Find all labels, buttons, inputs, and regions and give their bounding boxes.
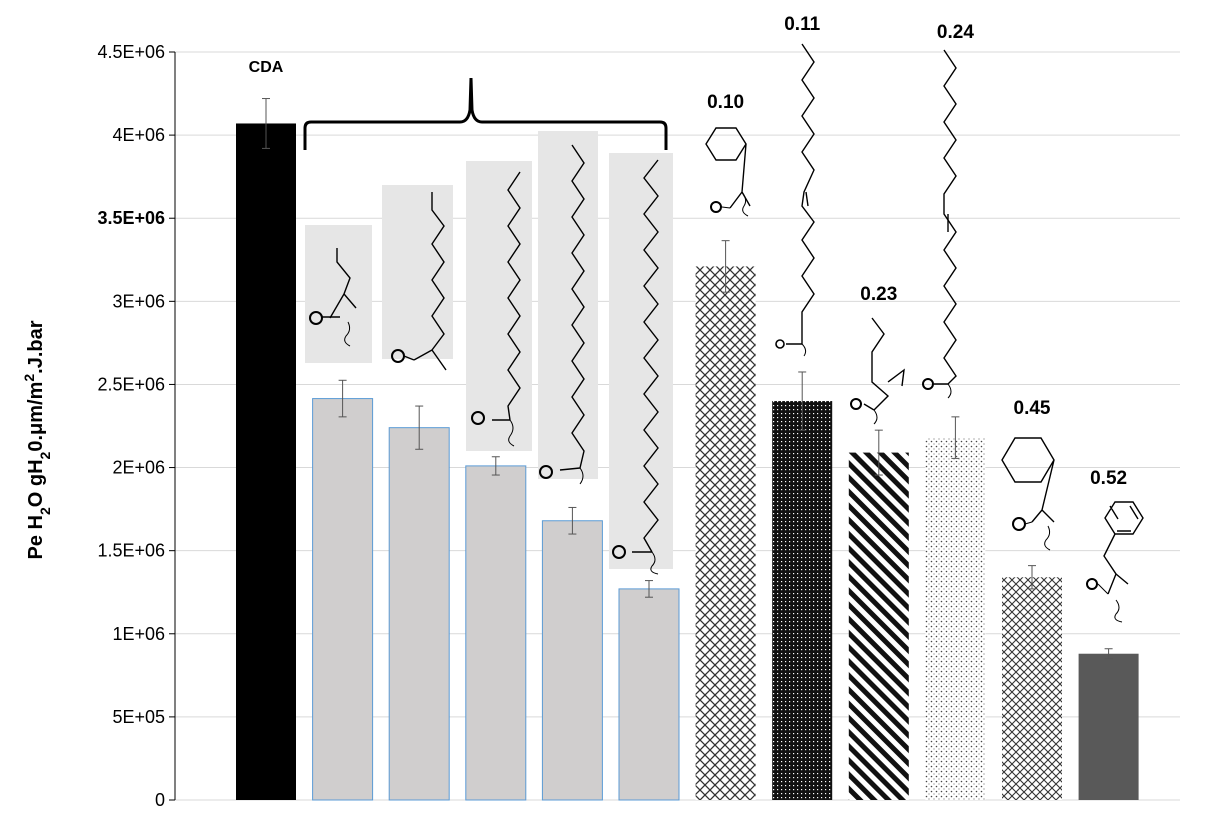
- bar-label: CDA: [249, 59, 284, 76]
- bar: [312, 398, 374, 801]
- chemical-structures: [305, 43, 1144, 623]
- y-axis: 0 5E+05 1E+06 1.5E+06 2E+06 2.5E+06 3E+06 3.5E+…: [97, 42, 176, 810]
- stearate-structure: [632, 159, 659, 553]
- ethylhexanoyl-structure: [863, 317, 905, 411]
- y-tick-label: 4E+06: [112, 125, 165, 145]
- bar-label: 0.11: [784, 14, 820, 35]
- oxygen-symbol: [539, 465, 553, 479]
- bar: [1002, 577, 1062, 800]
- bar: [236, 123, 296, 800]
- y-tick-label: 1E+06: [112, 624, 165, 644]
- bar: [541, 520, 603, 801]
- bar-label: 0.52: [1090, 468, 1127, 489]
- bar: [388, 427, 450, 801]
- structure-box: [538, 131, 598, 479]
- y-tick-label: 2E+06: [112, 458, 165, 478]
- butyryl-structure: [329, 248, 357, 319]
- bar: [695, 266, 756, 801]
- y-tick-label: 2.5E+06: [97, 374, 165, 394]
- y-tick-label: 5E+05: [112, 707, 165, 727]
- oxygen-symbol: [775, 339, 785, 349]
- palmitate-structure: [559, 144, 585, 471]
- oxygen-symbol: [309, 311, 323, 325]
- y-tick-label: 1.5E+06: [97, 541, 165, 561]
- oleate-structure: [786, 43, 815, 345]
- bar-label: 0.24: [937, 22, 974, 43]
- laurate-structure: [492, 171, 521, 421]
- oxygen-symbol: [850, 398, 862, 410]
- octanoyl-structure: [413, 192, 447, 371]
- cyclohexylacetyl-structure-2: [1001, 437, 1055, 523]
- bar-label: 0.23: [860, 284, 897, 305]
- bar: [848, 452, 909, 800]
- y-tick-label: 3.5E+06: [97, 208, 165, 228]
- oxygen-symbol: [1086, 578, 1098, 590]
- bars: [236, 98, 1139, 801]
- oxygen-symbol: [471, 411, 485, 425]
- bar-labels: CDA 0.10 0.11 0.23 0.24 0.45 0.52: [249, 14, 1127, 489]
- cyclohexylacetyl-structure: [705, 127, 751, 209]
- bar: [925, 437, 986, 800]
- y-axis-title: Pe H2O gH20.μm/m2.J.bar: [21, 320, 53, 559]
- bar: [618, 588, 680, 801]
- structure-box: [305, 225, 372, 363]
- y-tick-label: 3E+06: [112, 291, 165, 311]
- bar: [465, 465, 527, 801]
- y-tick-label: 4.5E+06: [97, 42, 165, 62]
- bar: [1078, 653, 1139, 800]
- structure-box: [466, 161, 532, 451]
- bar-label: 0.45: [1014, 398, 1051, 419]
- bar-label: 0.10: [707, 92, 744, 113]
- group-brace: [303, 77, 668, 150]
- structure-box: [382, 185, 453, 359]
- oxygen-symbol: [612, 545, 626, 559]
- y-tick-label: 0: [155, 790, 165, 810]
- phenylpropanoyl-structure: [1103, 501, 1144, 595]
- bar: [772, 401, 833, 800]
- oxygen-symbol: [1012, 517, 1026, 531]
- long-chain-structure: [934, 49, 957, 385]
- oxygen-symbol: [922, 378, 934, 390]
- structure-box: [609, 153, 673, 569]
- oxygen-symbol: [710, 201, 722, 213]
